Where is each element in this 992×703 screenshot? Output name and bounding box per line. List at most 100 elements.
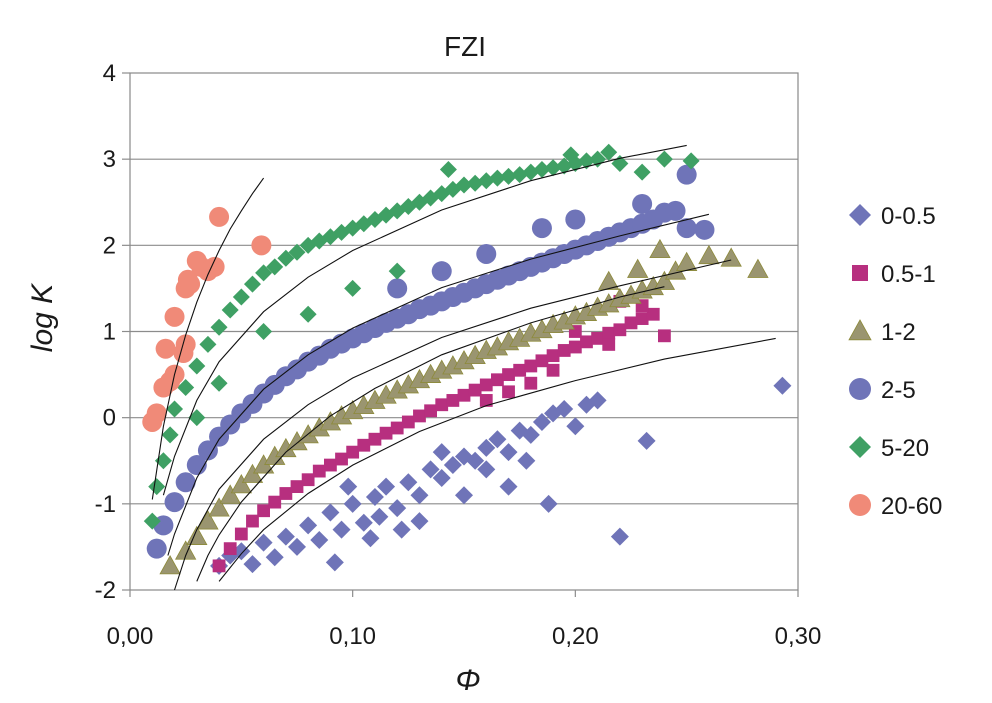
data-point [682, 152, 700, 170]
data-point [234, 527, 248, 541]
data-point [392, 520, 411, 539]
data-point [146, 538, 167, 559]
data-point [212, 559, 226, 573]
data-point [379, 426, 393, 440]
data-point [277, 249, 295, 267]
data-point [288, 243, 306, 261]
data-point [432, 468, 451, 487]
data-point [344, 279, 362, 297]
data-point [312, 464, 326, 478]
data-point [466, 451, 485, 470]
legend-marker [849, 436, 871, 458]
data-point [377, 477, 396, 496]
legend-item: 0.5-1 [852, 261, 936, 288]
data-point [175, 472, 196, 493]
data-point [476, 243, 497, 264]
data-point [354, 513, 373, 532]
y-tick-label: 2 [103, 232, 116, 259]
legend-marker [852, 265, 868, 281]
data-point [370, 507, 389, 526]
y-tick-label: 4 [103, 60, 116, 87]
data-point [535, 354, 549, 368]
legend-label: 2-5 [881, 377, 916, 404]
data-point [694, 219, 715, 240]
data-point [546, 349, 560, 363]
data-point [424, 404, 437, 418]
series-1-2 [159, 238, 769, 575]
data-point [243, 555, 262, 574]
data-point [232, 542, 251, 561]
data-point [246, 514, 259, 528]
data-point [479, 394, 493, 407]
data-point [255, 264, 273, 282]
data-point [288, 537, 306, 556]
data-point [265, 548, 284, 567]
data-point [325, 553, 344, 572]
y-tick-label: 3 [103, 146, 116, 173]
chart-title: FZI [444, 31, 486, 62]
x-tick-label: 0,20 [552, 623, 599, 650]
data-point [255, 323, 273, 340]
data-point [435, 398, 449, 412]
y-tick-label: 0 [103, 405, 116, 432]
data-point [565, 209, 586, 230]
data-point [531, 218, 552, 239]
data-point [188, 409, 206, 427]
data-point [146, 403, 167, 424]
data-point [161, 426, 179, 444]
data-point [241, 463, 264, 483]
data-point [210, 374, 228, 392]
trendline-5-20 [162, 144, 687, 496]
data-point [410, 512, 429, 531]
data-point [387, 278, 408, 299]
data-point [197, 510, 219, 530]
data-point [555, 400, 574, 419]
data-point [276, 527, 295, 546]
y-tick-label: 1 [103, 319, 116, 346]
trendlines [151, 144, 776, 591]
data-point [539, 494, 558, 513]
data-point [637, 431, 656, 450]
data-point [268, 495, 282, 509]
data-point [266, 258, 284, 276]
data-point [368, 432, 382, 446]
x-tick-label: 0,00 [107, 623, 154, 650]
data-point [653, 270, 676, 290]
data-point [591, 331, 604, 345]
data-point [511, 166, 529, 184]
data-point [555, 157, 573, 175]
data-point [155, 338, 176, 359]
data-point [257, 504, 270, 518]
data-point [143, 512, 161, 530]
data-point [524, 376, 538, 390]
data-point [457, 388, 471, 402]
data-point [646, 307, 660, 321]
trendline-1-2 [173, 259, 732, 591]
data-point [401, 415, 415, 429]
data-point [698, 244, 720, 265]
legend: 0-0.5 0.5-1 1-2 2-5 5-20 20-60 [848, 203, 942, 520]
legend-label: 0.5-1 [881, 261, 936, 288]
data-point [580, 335, 593, 349]
data-point [479, 378, 493, 392]
legend-marker [849, 494, 871, 516]
data-point [148, 478, 166, 496]
data-point [589, 150, 607, 168]
x-tick-label: 0,30 [775, 623, 822, 650]
data-point [432, 443, 451, 462]
data-point [546, 363, 560, 377]
series-0-0.5 [210, 376, 792, 575]
data-point [357, 438, 371, 452]
y-tick-label: -2 [95, 577, 116, 604]
data-point [610, 527, 629, 546]
legend-item: 0-0.5 [849, 203, 936, 230]
data-point [455, 486, 473, 505]
data-point [676, 164, 697, 185]
x-tick-label: 0,10 [329, 623, 376, 650]
data-point [522, 163, 540, 181]
data-point [223, 542, 237, 556]
data-point [477, 172, 495, 190]
data-point [720, 247, 742, 267]
data-point [443, 456, 462, 475]
data-point [321, 503, 340, 522]
